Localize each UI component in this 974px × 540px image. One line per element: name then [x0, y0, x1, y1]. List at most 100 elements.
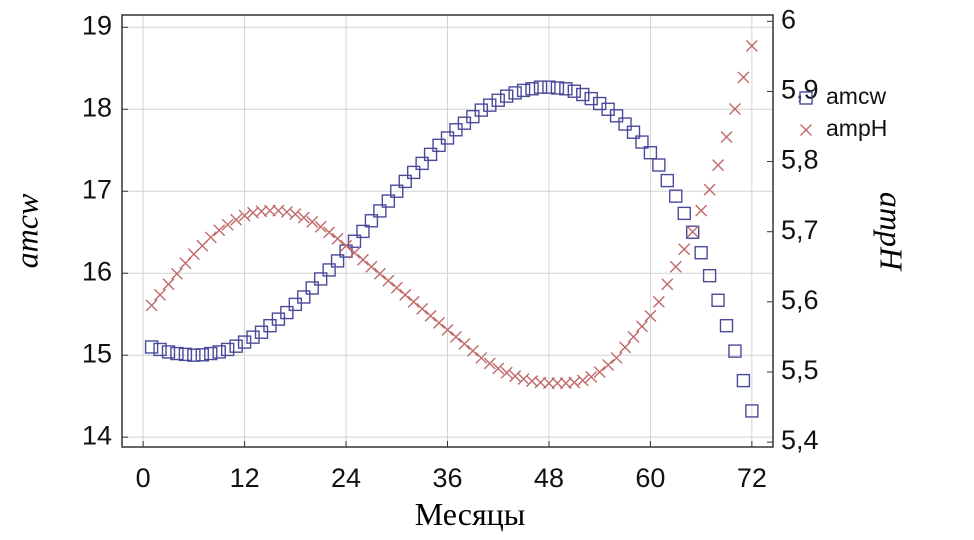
- point: [213, 224, 226, 237]
- point: [322, 263, 336, 277]
- y-tick-label: 17: [82, 174, 112, 204]
- point: [475, 351, 488, 364]
- x-tick-label: 72: [737, 463, 767, 493]
- point: [288, 297, 303, 312]
- point: [643, 146, 658, 160]
- point: [609, 109, 624, 123]
- point: [373, 204, 387, 218]
- point: [382, 274, 395, 287]
- point: [720, 131, 733, 144]
- point: [483, 98, 497, 112]
- point: [212, 345, 226, 359]
- y-tick-label: 14: [82, 420, 112, 450]
- x-tick-label: 24: [331, 463, 361, 493]
- point: [483, 357, 496, 370]
- point: [280, 305, 294, 320]
- y2-tick-label: 5,5: [781, 355, 819, 385]
- x-axis-title: Месяцы: [415, 496, 526, 532]
- point: [610, 351, 623, 364]
- point: [364, 214, 379, 228]
- point: [635, 135, 649, 149]
- point: [627, 330, 640, 343]
- y-tick-label: 15: [82, 338, 112, 368]
- point: [525, 82, 539, 96]
- point: [331, 232, 344, 245]
- point: [585, 370, 598, 383]
- point: [458, 337, 471, 350]
- point: [509, 370, 522, 383]
- point: [238, 209, 251, 222]
- point: [736, 373, 751, 388]
- point: [644, 309, 657, 322]
- point: [323, 226, 336, 239]
- point: [314, 220, 327, 233]
- point: [492, 362, 505, 375]
- point: [406, 165, 421, 180]
- point: [712, 159, 725, 172]
- point: [685, 225, 700, 239]
- point: [584, 91, 598, 106]
- point: [313, 272, 328, 286]
- point: [542, 80, 556, 94]
- point: [154, 288, 167, 301]
- point: [306, 215, 319, 228]
- point: [178, 347, 193, 362]
- point: [652, 158, 666, 172]
- point: [568, 376, 581, 389]
- point: [533, 80, 548, 94]
- point: [559, 82, 573, 96]
- point: [195, 348, 210, 362]
- point: [162, 278, 175, 291]
- point: [516, 83, 531, 98]
- point: [719, 318, 734, 333]
- point: [466, 344, 479, 357]
- legend-label: ampH: [826, 115, 887, 141]
- point: [348, 246, 361, 259]
- point: [703, 183, 716, 196]
- point: [305, 281, 319, 295]
- point: [170, 346, 184, 361]
- point: [593, 365, 606, 378]
- point: [407, 295, 420, 308]
- point: [745, 404, 759, 418]
- y2-tick-label: 5,8: [781, 145, 819, 175]
- y2-axis-title: ampH: [874, 192, 910, 272]
- point: [373, 267, 386, 280]
- point: [289, 208, 302, 221]
- x-tick-label: 48: [534, 463, 564, 493]
- point: [390, 281, 403, 294]
- point: [499, 89, 514, 103]
- y-tick-label: 19: [82, 10, 112, 40]
- point: [230, 213, 243, 226]
- legend-marker: [800, 124, 812, 136]
- point: [669, 189, 683, 203]
- point: [745, 39, 758, 52]
- point: [474, 103, 489, 117]
- point: [161, 345, 176, 359]
- point: [433, 316, 446, 329]
- point: [381, 194, 396, 208]
- point: [694, 246, 708, 260]
- point: [220, 342, 235, 357]
- point: [551, 377, 564, 390]
- point: [170, 267, 183, 280]
- x-tick-label: 0: [136, 463, 151, 493]
- x-tick-label: 60: [635, 463, 665, 493]
- legend-label: amcw: [826, 83, 886, 109]
- y2-tick-label: 6: [781, 4, 796, 34]
- point: [365, 260, 378, 273]
- point: [550, 81, 565, 95]
- point: [263, 204, 276, 217]
- point: [398, 174, 412, 189]
- point: [602, 358, 615, 371]
- point: [702, 268, 717, 283]
- point: [390, 184, 404, 198]
- point: [145, 299, 158, 312]
- point: [618, 117, 632, 131]
- point: [695, 204, 708, 217]
- point: [678, 243, 691, 256]
- point: [347, 234, 362, 248]
- point: [491, 93, 505, 107]
- point: [449, 330, 462, 343]
